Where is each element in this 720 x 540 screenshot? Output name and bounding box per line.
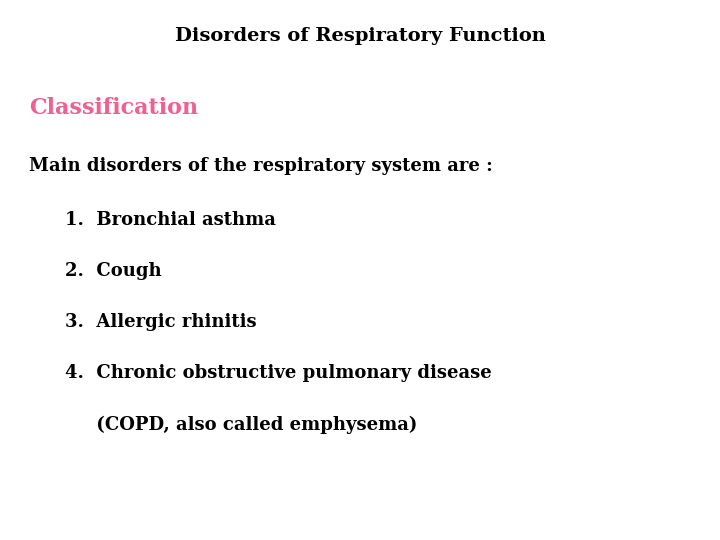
Text: 1.  Bronchial asthma: 1. Bronchial asthma [65,211,276,228]
Text: Disorders of Respiratory Function: Disorders of Respiratory Function [174,27,546,45]
Text: Main disorders of the respiratory system are :: Main disorders of the respiratory system… [29,157,492,174]
Text: (COPD, also called emphysema): (COPD, also called emphysema) [65,416,417,434]
Text: Classification: Classification [29,97,198,119]
Text: 4.  Chronic obstructive pulmonary disease: 4. Chronic obstructive pulmonary disease [65,364,492,382]
Text: 3.  Allergic rhinitis: 3. Allergic rhinitis [65,313,256,331]
Text: 2.  Cough: 2. Cough [65,262,161,280]
